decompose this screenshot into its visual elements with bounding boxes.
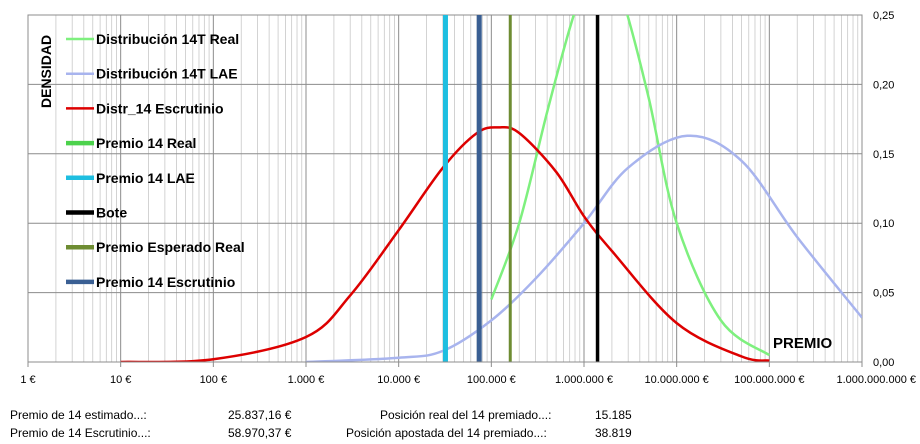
- y-tick-label: 0,15: [873, 149, 894, 161]
- x-tick-label: 100.000 €: [467, 374, 516, 386]
- vertical-lines: [442, 15, 600, 362]
- x-axis-label: PREMIO: [773, 335, 833, 352]
- legend-label-5: Bote: [96, 205, 127, 221]
- legend-label-0: Distribución 14T Real: [96, 31, 239, 47]
- x-tick-label: 100.000.000 €: [734, 374, 804, 386]
- x-tick-label: 10.000.000 €: [645, 374, 709, 386]
- series-curve-1: [305, 134, 862, 362]
- bet-position-label: Posición apostada del 14 premiado...:: [346, 426, 547, 440]
- legend: Distribución 14T Real Distribución 14T LA…: [66, 31, 245, 290]
- series-curve-0: [490, 15, 771, 357]
- escrutinio-prize-label: Premio de 14 Escrutinio...:: [10, 426, 151, 440]
- x-tick-label: 1 €: [20, 374, 35, 386]
- x-tick-label: 1.000.000 €: [555, 374, 613, 386]
- y-tick-label: 0,05: [873, 288, 894, 300]
- curves: [120, 15, 862, 362]
- y-tick-label: 0,00: [873, 357, 894, 369]
- x-tick-label: 10.000 €: [377, 374, 420, 386]
- y-tick-label: 0,20: [873, 79, 894, 91]
- tick-labels: 1 € 10 € 100 € 1.000 € 10.000 € 100.000 € 1.00…: [20, 10, 916, 386]
- real-position-value: 15.185: [595, 408, 632, 422]
- legend-label-2: Distr_14 Escrutinio: [96, 100, 224, 116]
- x-tick-label: 100 €: [200, 374, 228, 386]
- axes: [27, 361, 863, 367]
- x-tick-label: 1.000.000.000 €: [836, 374, 916, 386]
- real-position-label: Posición real del 14 premiado...:: [380, 408, 552, 422]
- series-curve-2: [120, 125, 770, 362]
- y-tick-label: 0,10: [873, 218, 894, 230]
- y-tick-label: 0,25: [873, 10, 894, 22]
- legend-label-7: Premio 14 Escrutinio: [96, 274, 235, 290]
- x-tick-label: 1.000 €: [288, 374, 325, 386]
- escrutinio-prize-value: 58.970,37 €: [228, 426, 292, 440]
- estimated-prize-value: 25.837,16 €: [228, 408, 292, 422]
- y-axis-label: DENSIDAD: [38, 35, 54, 108]
- legend-label-1: Distribución 14T LAE: [96, 66, 238, 82]
- legend-label-3: Premio 14 Real: [96, 135, 196, 151]
- density-chart: 1 € 10 € 100 € 1.000 € 10.000 € 100.000 € 1.00…: [20, 10, 916, 386]
- bet-position-value: 38.819: [595, 426, 632, 440]
- legend-label-4: Premio 14 LAE: [96, 170, 195, 186]
- estimated-prize-label: Premio de 14 estimado...:: [10, 408, 147, 422]
- legend-label-6: Premio Esperado Real: [96, 239, 245, 255]
- x-tick-label: 10 €: [110, 374, 131, 386]
